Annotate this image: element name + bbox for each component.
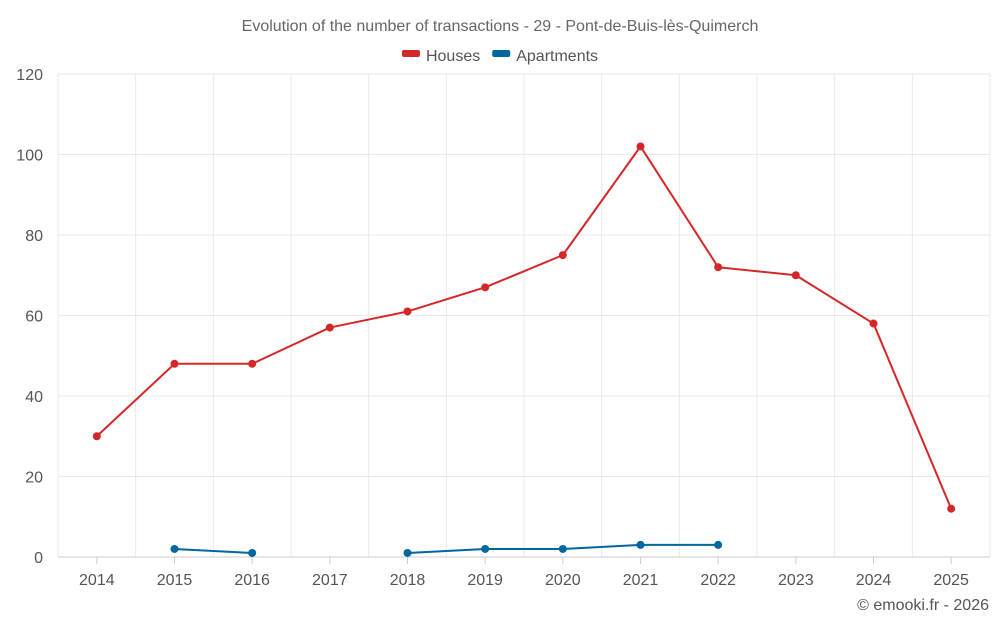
credit-text: © emooki.fr - 2026 <box>857 597 989 614</box>
data-point[interactable] <box>558 251 567 260</box>
data-point[interactable] <box>947 504 956 513</box>
y-tick-label: 0 <box>34 550 43 567</box>
y-tick-label: 60 <box>25 309 43 326</box>
data-point[interactable] <box>403 548 412 557</box>
data-point[interactable] <box>325 323 334 332</box>
data-point[interactable] <box>636 540 645 549</box>
x-tick-label: 2014 <box>79 572 115 589</box>
x-tick-label: 2020 <box>545 572 581 589</box>
legend-swatch <box>401 50 420 57</box>
x-tick-label: 2016 <box>234 572 270 589</box>
x-tick-label: 2023 <box>778 572 814 589</box>
y-tick-label: 40 <box>25 389 43 406</box>
legend-item-apartments[interactable]: Apartments <box>492 48 598 65</box>
data-point[interactable] <box>636 142 645 151</box>
y-tick-label: 100 <box>16 148 43 165</box>
data-point[interactable] <box>714 263 723 272</box>
x-axis-ticks: 2014 2015 2016 2017 2018 2019 2020 2021 2022 2023… <box>79 557 969 589</box>
x-tick-label: 2015 <box>157 572 193 589</box>
x-tick-label: 2021 <box>623 572 659 589</box>
data-point[interactable] <box>170 544 179 553</box>
legend-label: Houses <box>426 48 480 65</box>
y-axis-ticks: 0 20 40 60 80 100 120 <box>16 67 43 567</box>
series-line <box>96 145 953 510</box>
y-tick-label: 80 <box>25 228 43 245</box>
data-point[interactable] <box>170 359 179 368</box>
data-point[interactable] <box>791 271 800 280</box>
series-houses <box>92 142 956 513</box>
data-point[interactable] <box>481 283 490 292</box>
x-tick-label: 2022 <box>700 572 736 589</box>
data-point[interactable] <box>248 548 257 557</box>
x-tick-label: 2017 <box>312 572 348 589</box>
data-point[interactable] <box>869 319 878 328</box>
data-point[interactable] <box>558 544 567 553</box>
y-tick-label: 120 <box>16 67 43 84</box>
y-tick-label: 20 <box>25 470 43 487</box>
data-point[interactable] <box>481 544 490 553</box>
data-point[interactable] <box>714 540 723 549</box>
x-tick-label: 2025 <box>933 572 969 589</box>
legend-label: Apartments <box>516 48 598 65</box>
x-tick-label: 2019 <box>467 572 503 589</box>
series <box>92 142 956 557</box>
legend-swatch <box>492 50 511 57</box>
series-line <box>174 547 253 554</box>
data-point[interactable] <box>403 307 412 316</box>
x-tick-label: 2024 <box>856 572 892 589</box>
series-apartments <box>170 540 723 557</box>
data-point[interactable] <box>248 359 257 368</box>
x-tick-label: 2018 <box>390 572 426 589</box>
legend-item-houses[interactable]: Houses <box>401 48 480 65</box>
grid <box>57 73 991 558</box>
chart-title: Evolution of the number of transactions … <box>242 18 759 35</box>
legend: Houses Apartments <box>401 48 598 65</box>
data-point[interactable] <box>92 432 101 441</box>
